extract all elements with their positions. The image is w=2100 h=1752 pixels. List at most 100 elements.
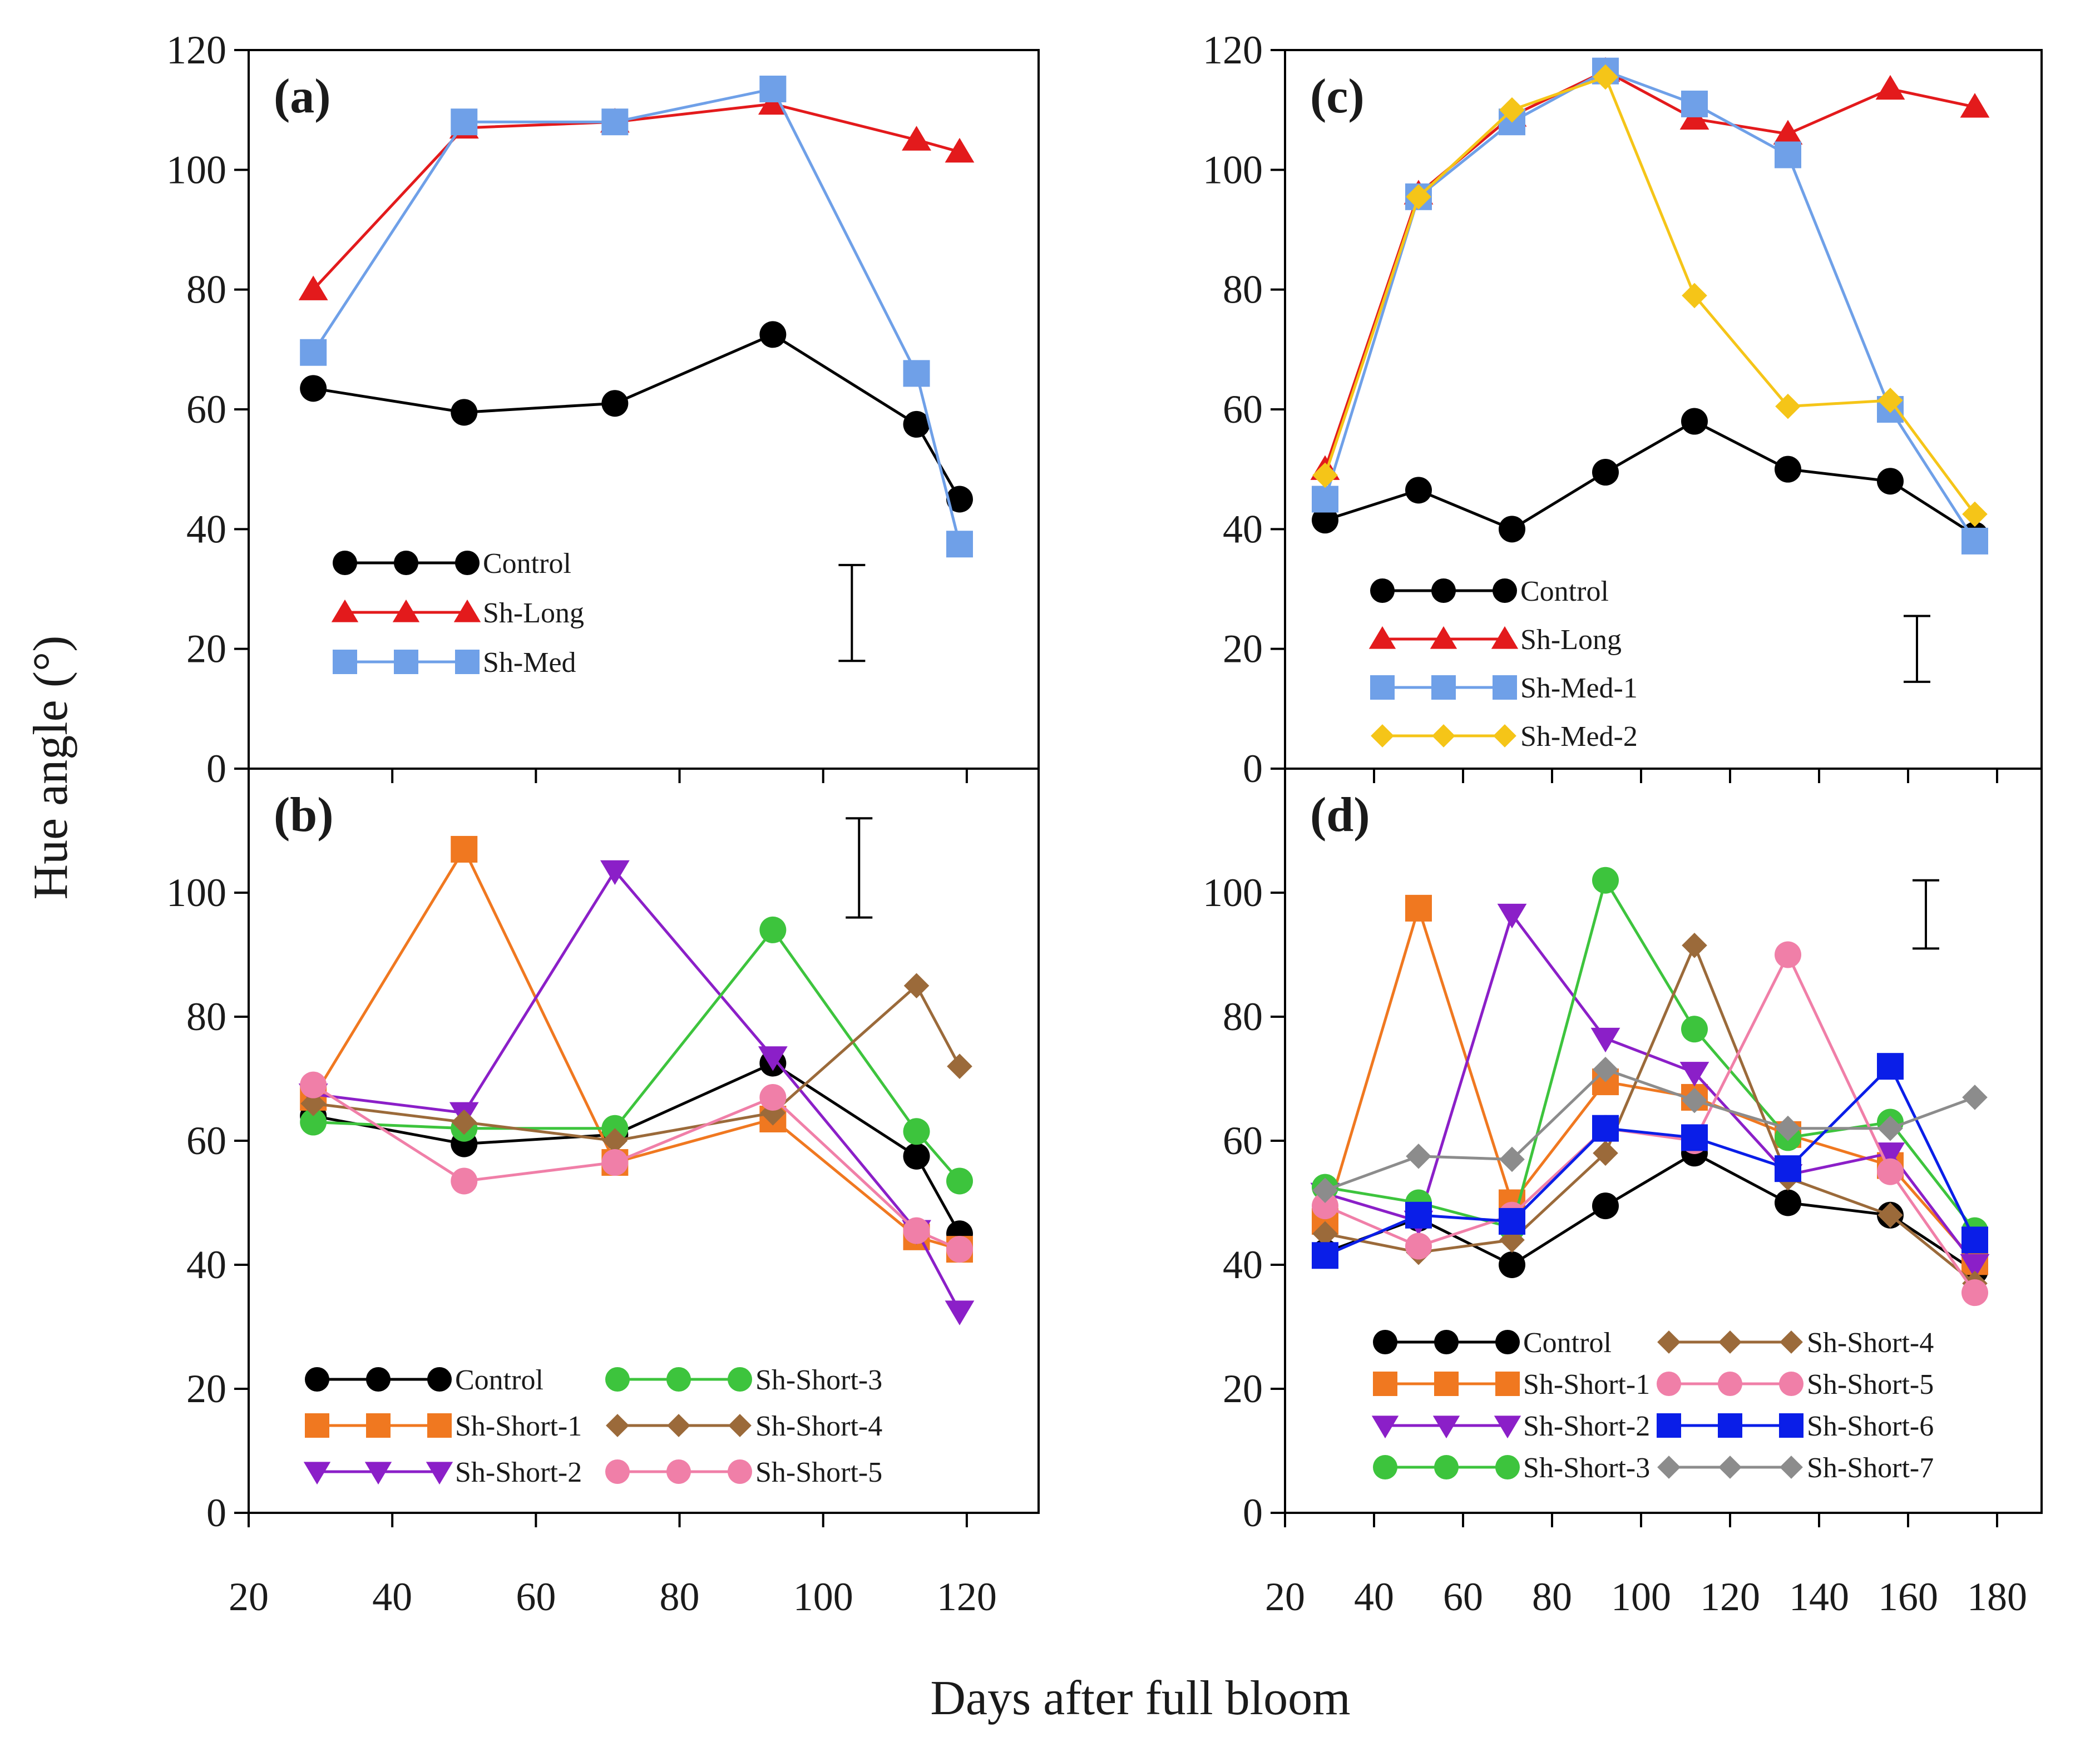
legend-item-control: Control <box>1370 576 1609 607</box>
legend-marker <box>305 1367 329 1392</box>
legend-marker <box>1718 1330 1742 1354</box>
point-sh-med-2 <box>1775 393 1801 419</box>
legend-label: Sh-Med <box>483 647 576 679</box>
point-sh-short-7 <box>1406 1144 1431 1169</box>
panel-d-ytick-label: 60 <box>1223 1118 1263 1163</box>
legend-marker <box>1718 1456 1742 1479</box>
point-sh-med-2 <box>1499 97 1525 123</box>
series-control-line <box>1325 420 1976 537</box>
series-control-line <box>1325 1151 1976 1273</box>
point-sh-med <box>946 531 973 558</box>
panel-c-legend: Control Sh-Long Sh-Med-1 Sh-Med-2 <box>1368 576 1638 753</box>
point-sh-short-6 <box>1499 1207 1525 1235</box>
point-control <box>1681 408 1708 435</box>
panel-b-ytick-label: 100 <box>166 870 226 915</box>
panel-b-ytick-label: 0 <box>206 1491 226 1535</box>
panel-c-ytick-label: 100 <box>1203 147 1263 192</box>
series-control <box>300 1050 973 1248</box>
point-sh-short-2 <box>1679 1062 1709 1087</box>
panel-d-legend: Control Sh-Short-1 Sh-Short-2 Sh-Short-3 Sh-… <box>1371 1327 1934 1484</box>
legend-label: Sh-Short-2 <box>455 1457 582 1488</box>
panel-c: 0 20 40 60 80 100 120 (c) Control Sh-Long Sh-Med-1… <box>1203 28 2043 791</box>
panel-b-xtick-label: 100 <box>793 1575 853 1619</box>
panel-c-ytick-label: 80 <box>1223 268 1263 312</box>
x-axis-title: Days after full bloom <box>930 1671 1350 1725</box>
legend-label: Control <box>1523 1327 1612 1359</box>
panel-d-ytick-label: 80 <box>1223 994 1263 1039</box>
legend-marker <box>305 1413 329 1438</box>
panel-b-xtick-label: 120 <box>937 1575 997 1619</box>
legend-marker <box>394 551 418 575</box>
panel-b-ytick-label: 40 <box>186 1243 226 1287</box>
series-sh-short-4 <box>300 973 972 1154</box>
series-sh-short-1-line <box>312 848 960 1251</box>
legend-label: Sh-Short-1 <box>455 1410 582 1442</box>
legend-marker <box>728 1414 752 1437</box>
point-sh-short-2 <box>1590 1027 1620 1053</box>
panels-layer: 020406080100120(a)ControlSh-LongSh-Med02… <box>166 28 2043 1619</box>
point-control <box>903 410 930 438</box>
point-sh-med <box>300 339 327 366</box>
legend-marker <box>1373 1455 1397 1479</box>
legend-marker <box>331 599 359 622</box>
panel-d-xtick-label: 100 <box>1611 1575 1671 1619</box>
panel-d-xtick-label: 160 <box>1878 1575 1938 1619</box>
series-sh-short-5 <box>300 1071 973 1263</box>
point-sh-short-7 <box>1877 1115 1903 1141</box>
legend-marker <box>1370 675 1395 700</box>
legend-label: Sh-Short-7 <box>1807 1452 1934 1484</box>
panel-d-ytick-label: 0 <box>1243 1491 1263 1535</box>
series-sh-med-2-line <box>1323 75 1977 515</box>
legend-marker <box>1434 1330 1459 1354</box>
panel-a-ytick-label: 60 <box>186 387 226 432</box>
legend-marker <box>1432 1416 1460 1439</box>
point-sh-med-1 <box>1681 90 1708 117</box>
point-sh-short-4 <box>1877 1202 1903 1228</box>
point-sh-short-5 <box>300 1071 327 1098</box>
point-sh-short-5 <box>1877 1158 1904 1185</box>
legend-item-control: Control <box>305 1364 543 1396</box>
legend-marker <box>1657 1413 1681 1438</box>
point-sh-short-7 <box>1962 1085 1988 1110</box>
legend-marker <box>1779 1413 1803 1438</box>
legend-marker <box>455 551 480 575</box>
point-sh-short-2 <box>945 1300 975 1325</box>
point-sh-med-2 <box>1962 501 1988 527</box>
legend-marker <box>1657 1456 1681 1479</box>
series-sh-short-6-line <box>1325 1065 1977 1257</box>
legend-marker <box>1432 724 1455 748</box>
legend-item-sh-short-6: Sh-Short-6 <box>1657 1410 1934 1442</box>
point-sh-short-5 <box>1961 1279 1988 1306</box>
legend-label: Sh-Short-4 <box>1807 1327 1934 1359</box>
legend-marker <box>1657 1372 1681 1396</box>
legend-label: Sh-Short-1 <box>1523 1369 1650 1400</box>
series-sh-long-line <box>312 102 960 291</box>
series-sh-long <box>298 90 975 300</box>
point-sh-long <box>1960 93 1990 118</box>
point-sh-med-2 <box>1406 184 1431 210</box>
point-sh-short-7 <box>1312 1177 1338 1203</box>
legend-item-sh-short-7: Sh-Short-7 <box>1657 1452 1934 1484</box>
point-sh-med <box>759 75 787 102</box>
point-control <box>601 390 629 417</box>
series-control <box>1312 408 1988 549</box>
panel-a-error-bar <box>838 563 866 662</box>
legend-marker <box>1491 626 1519 649</box>
series-sh-short-4-line <box>1325 944 1976 1285</box>
point-sh-short-4 <box>1312 1221 1338 1247</box>
panel-d-ytick-label: 20 <box>1223 1367 1263 1411</box>
panel-c-ytick-label: 40 <box>1223 507 1263 551</box>
series-sh-short-5-line <box>1325 953 1977 1294</box>
legend-label: Sh-Short-5 <box>1807 1369 1934 1400</box>
legend-label: Sh-Short-2 <box>1523 1410 1650 1442</box>
legend-marker <box>394 650 418 674</box>
series-sh-short-1 <box>300 835 973 1263</box>
panel-a-ytick-label: 100 <box>166 147 226 192</box>
legend-label: Sh-Short-5 <box>755 1457 882 1488</box>
legend-item-sh-short-4: Sh-Short-4 <box>606 1410 882 1442</box>
panel-b-xtick-label: 20 <box>229 1575 269 1619</box>
panel-b-xtick-label: 60 <box>516 1575 556 1619</box>
point-control <box>451 399 478 426</box>
legend-marker <box>728 1459 752 1484</box>
